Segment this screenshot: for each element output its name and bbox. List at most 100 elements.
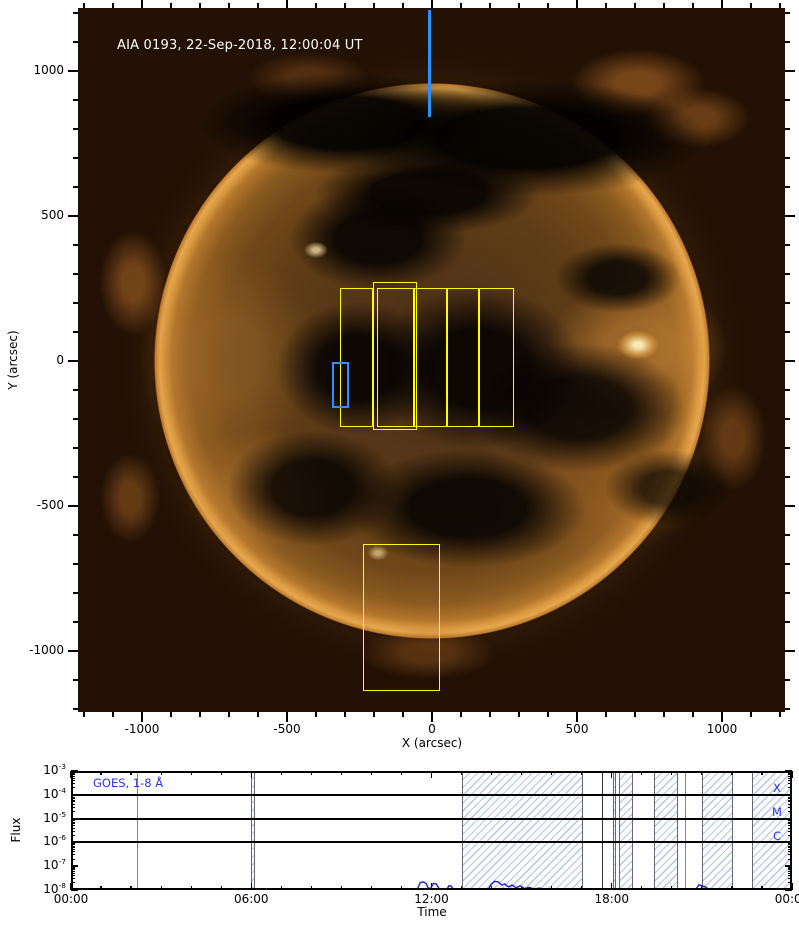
observation-hatch-band xyxy=(701,771,734,890)
goes-y-minor-tick xyxy=(71,842,75,844)
flux-gridline xyxy=(71,793,792,796)
iris-fov-box-yellow xyxy=(447,287,479,428)
aia-image-panel: AIA 0193, 22-Sep-2018, 12:00:04 UT xyxy=(78,8,785,712)
goes-x-tick xyxy=(430,771,433,778)
iris-fov-box-yellow xyxy=(414,287,448,428)
y-axis-tick xyxy=(785,331,790,333)
x-axis-tick xyxy=(228,712,230,717)
goes-y-minor-tick xyxy=(71,782,75,784)
goes-y-minor-tick xyxy=(71,851,75,853)
slit-marker-line-blue xyxy=(427,10,431,118)
iris-fov-box-yellow xyxy=(478,287,515,428)
flux-gridline xyxy=(71,841,792,844)
goes-x-tick xyxy=(130,771,132,775)
flux-curve-segment xyxy=(694,883,710,890)
flare-class-label-x: X xyxy=(773,781,781,796)
y-axis-tick xyxy=(785,563,790,565)
x-axis-tick xyxy=(402,712,404,717)
y-axis-tick xyxy=(785,41,790,43)
goes-x-tick xyxy=(731,771,733,775)
x-axis-tick xyxy=(779,712,781,717)
x-axis-tick xyxy=(547,712,549,717)
y-axis-tick xyxy=(785,302,790,304)
goes-y-tick xyxy=(71,865,78,867)
goes-x-tick xyxy=(310,771,312,775)
goes-x-tick xyxy=(641,771,643,775)
x-axis-tick xyxy=(199,712,201,717)
x-axis-tick xyxy=(518,712,520,717)
y-axis-tick xyxy=(785,157,790,159)
goes-x-tick xyxy=(100,771,102,775)
goes-x-tick xyxy=(370,771,372,775)
x-axis-tick xyxy=(663,712,665,717)
y-axis-tick xyxy=(785,708,790,710)
goes-y-minor-tick xyxy=(71,820,75,822)
flux-curve-segment xyxy=(416,881,442,890)
goes-flux-curve xyxy=(416,880,710,890)
y-axis-tick xyxy=(785,505,795,507)
goes-x-tick xyxy=(611,771,613,778)
y-axis-tick xyxy=(785,215,795,217)
x-axis-tick xyxy=(576,0,578,8)
y-axis-tick xyxy=(785,12,790,14)
y-axis-tick xyxy=(785,621,790,623)
event-time-line xyxy=(684,771,686,890)
y-axis-tick-label: 500 xyxy=(41,207,64,222)
x-axis-tick xyxy=(460,712,462,717)
goes-y-minor-tick xyxy=(71,787,75,789)
goes-x-tick xyxy=(400,771,403,775)
observation-hatch-band xyxy=(618,771,634,890)
goes-y-tick xyxy=(785,841,792,844)
goes-y-minor-tick xyxy=(71,801,75,803)
iris-fov-box-yellow xyxy=(340,287,374,428)
goes-x-tick xyxy=(250,883,252,890)
goes-y-minor-tick xyxy=(71,825,75,827)
iris-fov-box-yellow xyxy=(373,282,417,430)
goes-y-minor-tick xyxy=(71,878,75,880)
x-axis-tick xyxy=(431,0,433,8)
goes-y-tick xyxy=(71,794,78,796)
goes-y-minor-tick xyxy=(71,845,75,847)
y-axis-tick xyxy=(785,650,795,652)
goes-x-tick xyxy=(611,883,613,890)
goes-x-tick xyxy=(280,771,282,775)
goes-x-tick xyxy=(671,771,673,775)
time-tick-label: 12:00 xyxy=(414,892,449,906)
x-axis-tick xyxy=(431,712,433,722)
flux-axis-title: Flux xyxy=(9,817,23,843)
time-tick-label: 00:00 xyxy=(53,892,89,906)
y-axis-tick-label: -1000 xyxy=(29,643,64,657)
goes-y-minor-tick xyxy=(71,772,75,774)
y-axis-tick xyxy=(68,70,78,72)
y-axis-tick xyxy=(785,679,790,681)
goes-y-minor-tick xyxy=(71,870,75,872)
x-axis-tick xyxy=(170,712,172,717)
goes-y-tick xyxy=(785,817,792,820)
goes-y-minor-tick xyxy=(71,796,75,798)
flux-curve-segment xyxy=(573,888,581,890)
goes-x-tick xyxy=(761,771,763,775)
flare-class-label-m: M xyxy=(772,805,782,820)
goes-y-minor-tick xyxy=(71,827,75,829)
x-axis-tick xyxy=(750,712,752,717)
x-axis-tick xyxy=(692,712,694,717)
x-axis-tick xyxy=(721,0,723,8)
x-axis-tick xyxy=(141,0,143,8)
goes-y-minor-tick xyxy=(71,882,75,884)
x-axis-tick-label: 1000 xyxy=(706,722,738,736)
x-axis-tick xyxy=(721,712,723,722)
x-axis-tick xyxy=(373,712,375,717)
y-axis-tick xyxy=(785,128,790,130)
goes-x-tick xyxy=(250,771,252,778)
flare-class-label-c: C xyxy=(772,828,782,843)
goes-x-tick xyxy=(581,771,583,775)
x-axis-tick xyxy=(141,712,143,722)
goes-y-minor-tick xyxy=(71,777,75,779)
goes-y-minor-tick xyxy=(71,844,75,846)
goes-y-minor-tick xyxy=(71,819,75,821)
x-axis-title: X (arcsec) xyxy=(401,736,463,750)
goes-y-tick xyxy=(71,841,78,844)
goes-y-minor-tick xyxy=(71,854,75,856)
y-axis-tick xyxy=(785,418,790,420)
time-tick-label: 18:00 xyxy=(594,892,630,906)
